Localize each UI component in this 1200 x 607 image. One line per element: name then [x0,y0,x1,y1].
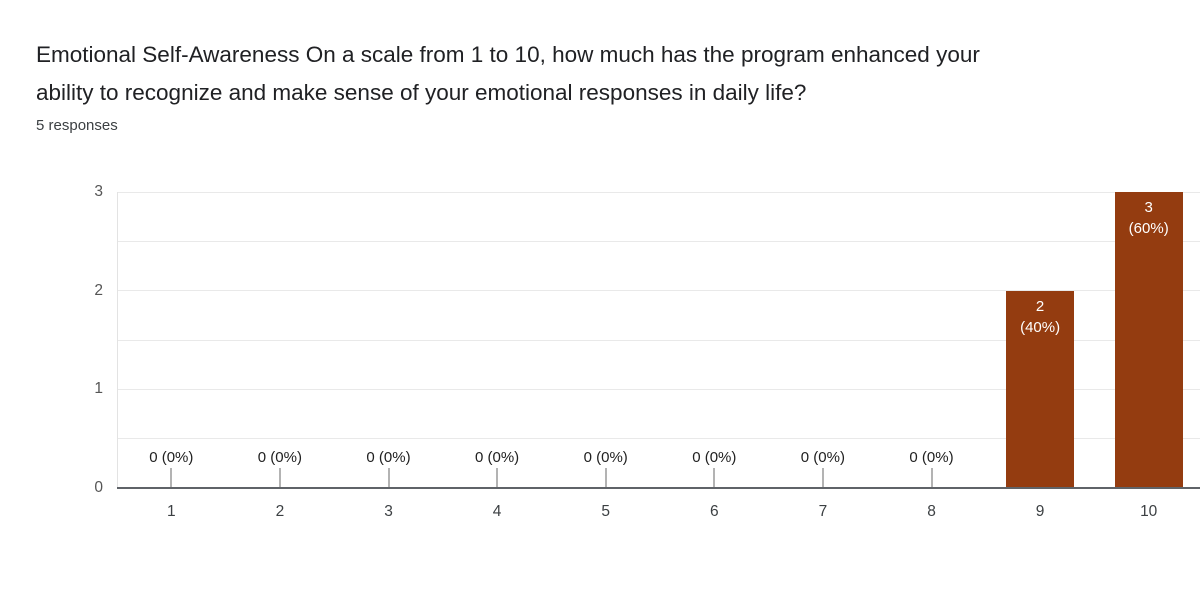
x-axis-label: 8 [927,503,936,520]
x-axis-label: 4 [492,503,502,520]
bar-value-label: 3 (60%) [1128,199,1169,237]
gridline [117,388,1200,390]
x-axis-label: 5 [601,503,610,520]
question-title: Emotional Self-Awareness On a scale from… [36,36,1186,112]
tick-stem [930,468,933,488]
gridline [117,438,1200,440]
zero-value-label: 0 (0%) [149,449,194,466]
tick-stem [278,468,281,488]
plot-left-border [117,192,118,488]
x-axis-label: 10 [1140,503,1158,520]
y-axis-label: 1 [94,380,103,398]
zero-value-label: 0 (0%) [257,449,302,466]
x-axis-label: 9 [1035,503,1045,520]
tick-stem [604,468,607,488]
gridline [117,339,1200,341]
gridline [117,191,1200,193]
y-axis-label: 0 [94,479,103,496]
tick-stem [496,468,499,488]
question-title-line2: ability to recognize and make sense of y… [36,80,807,105]
question-title-line1: Emotional Self-Awareness On a scale from… [36,42,980,67]
y-axis-label: 2 [94,281,103,299]
zero-value-label: 0 (0%) [475,449,520,466]
tick-stem [821,468,824,488]
tick-stem [713,468,716,488]
zero-value-label: 0 (0%) [366,449,411,466]
gridline [117,240,1200,242]
x-axis-label: 7 [818,503,828,520]
x-axis-label: 3 [384,503,393,520]
x-axis-line [117,487,1200,489]
zero-value-label: 0 (0%) [692,449,737,466]
x-axis-label: 2 [275,503,285,520]
x-axis-label: 6 [709,503,719,520]
bar-value-label: 2 (40%) [1020,297,1061,336]
y-axis-label: 3 [94,183,103,200]
x-axis-label: 1 [166,503,176,520]
bar [1114,192,1183,488]
tick-stem [387,468,390,488]
zero-value-label: 0 (0%) [583,449,628,466]
tick-stem [170,468,173,488]
zero-value-label: 0 (0%) [800,449,845,466]
bar [1006,290,1075,488]
zero-value-label: 0 (0%) [909,449,954,466]
gridline [117,290,1200,292]
responses-count: 5 responses [36,117,118,134]
